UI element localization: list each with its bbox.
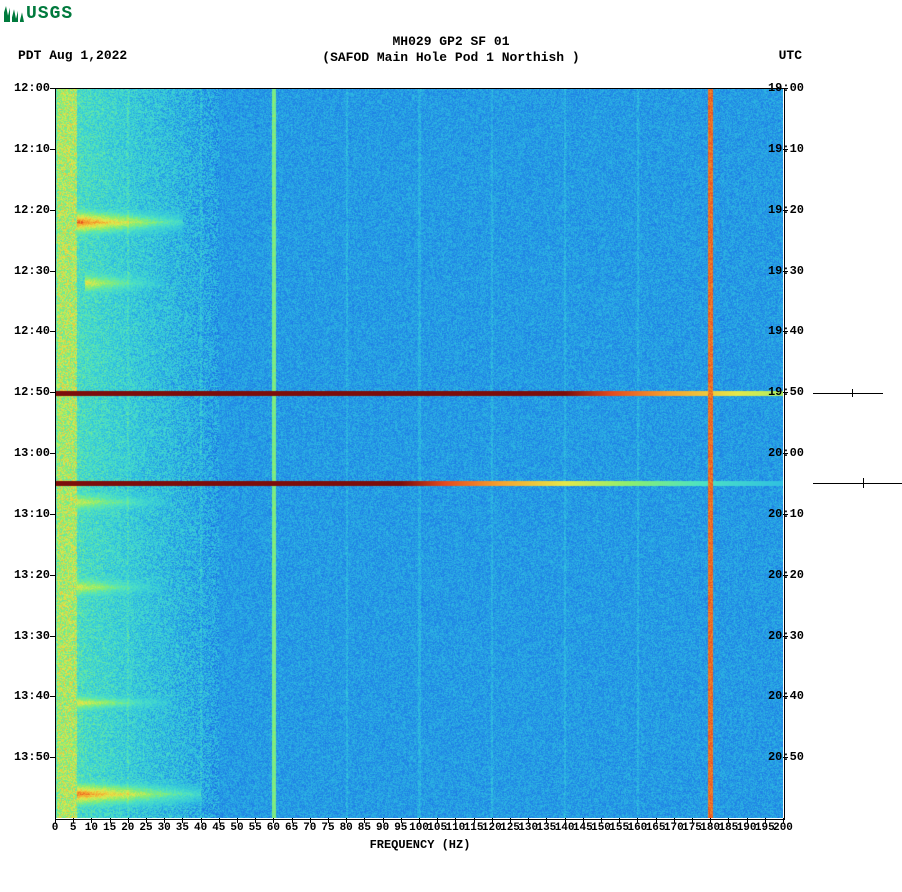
xtick-label: 165 [646,822,666,834]
left-ytick: 12:40 [0,324,50,338]
right-ytick-mark [783,696,788,697]
xtick-label: 15 [103,822,116,834]
x-axis-label: FREQUENCY (HZ) [0,838,840,852]
left-ytick-mark [50,210,55,211]
xtick-label: 80 [340,822,353,834]
left-ytick: 12:50 [0,385,50,399]
left-ytick-mark [50,88,55,89]
right-ytick-mark [783,636,788,637]
xtick-label: 0 [52,822,59,834]
usgs-logo: USGS [4,4,73,24]
left-ytick: 13:40 [0,689,50,703]
xtick-label: 180 [700,822,720,834]
right-ytick-mark [783,757,788,758]
xtick-label: 60 [267,822,280,834]
left-ytick-mark [50,392,55,393]
xtick-label: 115 [464,822,484,834]
event-marker-line [813,393,883,394]
left-ytick-mark [50,149,55,150]
right-ytick-mark [783,453,788,454]
xtick-label: 160 [627,822,647,834]
xtick-label: 175 [682,822,702,834]
left-ytick-mark [50,331,55,332]
usgs-wave-icon [4,6,24,22]
spectrogram-canvas [55,88,783,818]
left-ytick: 13:00 [0,446,50,460]
xtick-label: 70 [303,822,316,834]
xtick-label: 135 [536,822,556,834]
right-ytick-mark [783,392,788,393]
xtick-label: 5 [70,822,77,834]
left-ytick-mark [50,575,55,576]
xtick-label: 75 [321,822,334,834]
xtick-label: 65 [285,822,298,834]
xtick-label: 185 [718,822,738,834]
xtick-label: 50 [230,822,243,834]
xtick-label: 110 [445,822,465,834]
left-ytick: 13:20 [0,568,50,582]
left-ytick: 13:50 [0,750,50,764]
right-timezone-label: UTC [779,48,802,63]
left-ytick-mark [50,271,55,272]
xtick-label: 195 [755,822,775,834]
xtick-label: 95 [394,822,407,834]
right-ytick-mark [783,210,788,211]
event-marker-line [813,483,902,484]
xtick-label: 85 [358,822,371,834]
left-ytick: 12:20 [0,203,50,217]
left-ytick-mark [50,757,55,758]
xtick-label: 200 [773,822,793,834]
xtick-label: 40 [194,822,207,834]
event-marker-tick [852,389,853,397]
chart-title-line2: (SAFOD Main Hole Pod 1 Northish ) [0,50,902,66]
spectrogram-plot [55,88,783,818]
event-marker-tick [863,478,864,488]
left-ytick-mark [50,514,55,515]
chart-title: MH029 GP2 SF 01 (SAFOD Main Hole Pod 1 N… [0,34,902,67]
right-ytick-mark [783,514,788,515]
left-ytick: 12:00 [0,81,50,95]
xtick-label: 150 [591,822,611,834]
left-ytick: 13:30 [0,629,50,643]
right-ytick-mark [783,575,788,576]
xtick-label: 25 [139,822,152,834]
left-ytick: 12:10 [0,142,50,156]
xtick-label: 10 [85,822,98,834]
xtick-label: 90 [376,822,389,834]
xtick-label: 30 [158,822,171,834]
chart-title-line1: MH029 GP2 SF 01 [0,34,902,50]
xtick-label: 190 [737,822,757,834]
xtick-label: 155 [609,822,629,834]
xtick-label: 35 [176,822,189,834]
right-ytick-mark [783,331,788,332]
xtick-label: 125 [500,822,520,834]
left-ytick: 13:10 [0,507,50,521]
xtick-label: 145 [573,822,593,834]
xtick-label: 140 [555,822,575,834]
right-ytick-mark [783,149,788,150]
right-ytick-mark [783,88,788,89]
xtick-label: 170 [664,822,684,834]
xtick-label: 45 [212,822,225,834]
xtick-label: 130 [518,822,538,834]
xtick-label: 105 [427,822,447,834]
left-timezone-label: PDT Aug 1,2022 [18,48,127,63]
right-ytick-mark [783,271,788,272]
left-ytick-mark [50,636,55,637]
left-ytick-mark [50,696,55,697]
xtick-label: 120 [482,822,502,834]
left-ytick-mark [50,453,55,454]
xtick-label: 55 [249,822,262,834]
usgs-logo-text: USGS [26,4,73,24]
xtick-label: 100 [409,822,429,834]
xtick-label: 20 [121,822,134,834]
left-ytick: 12:30 [0,264,50,278]
